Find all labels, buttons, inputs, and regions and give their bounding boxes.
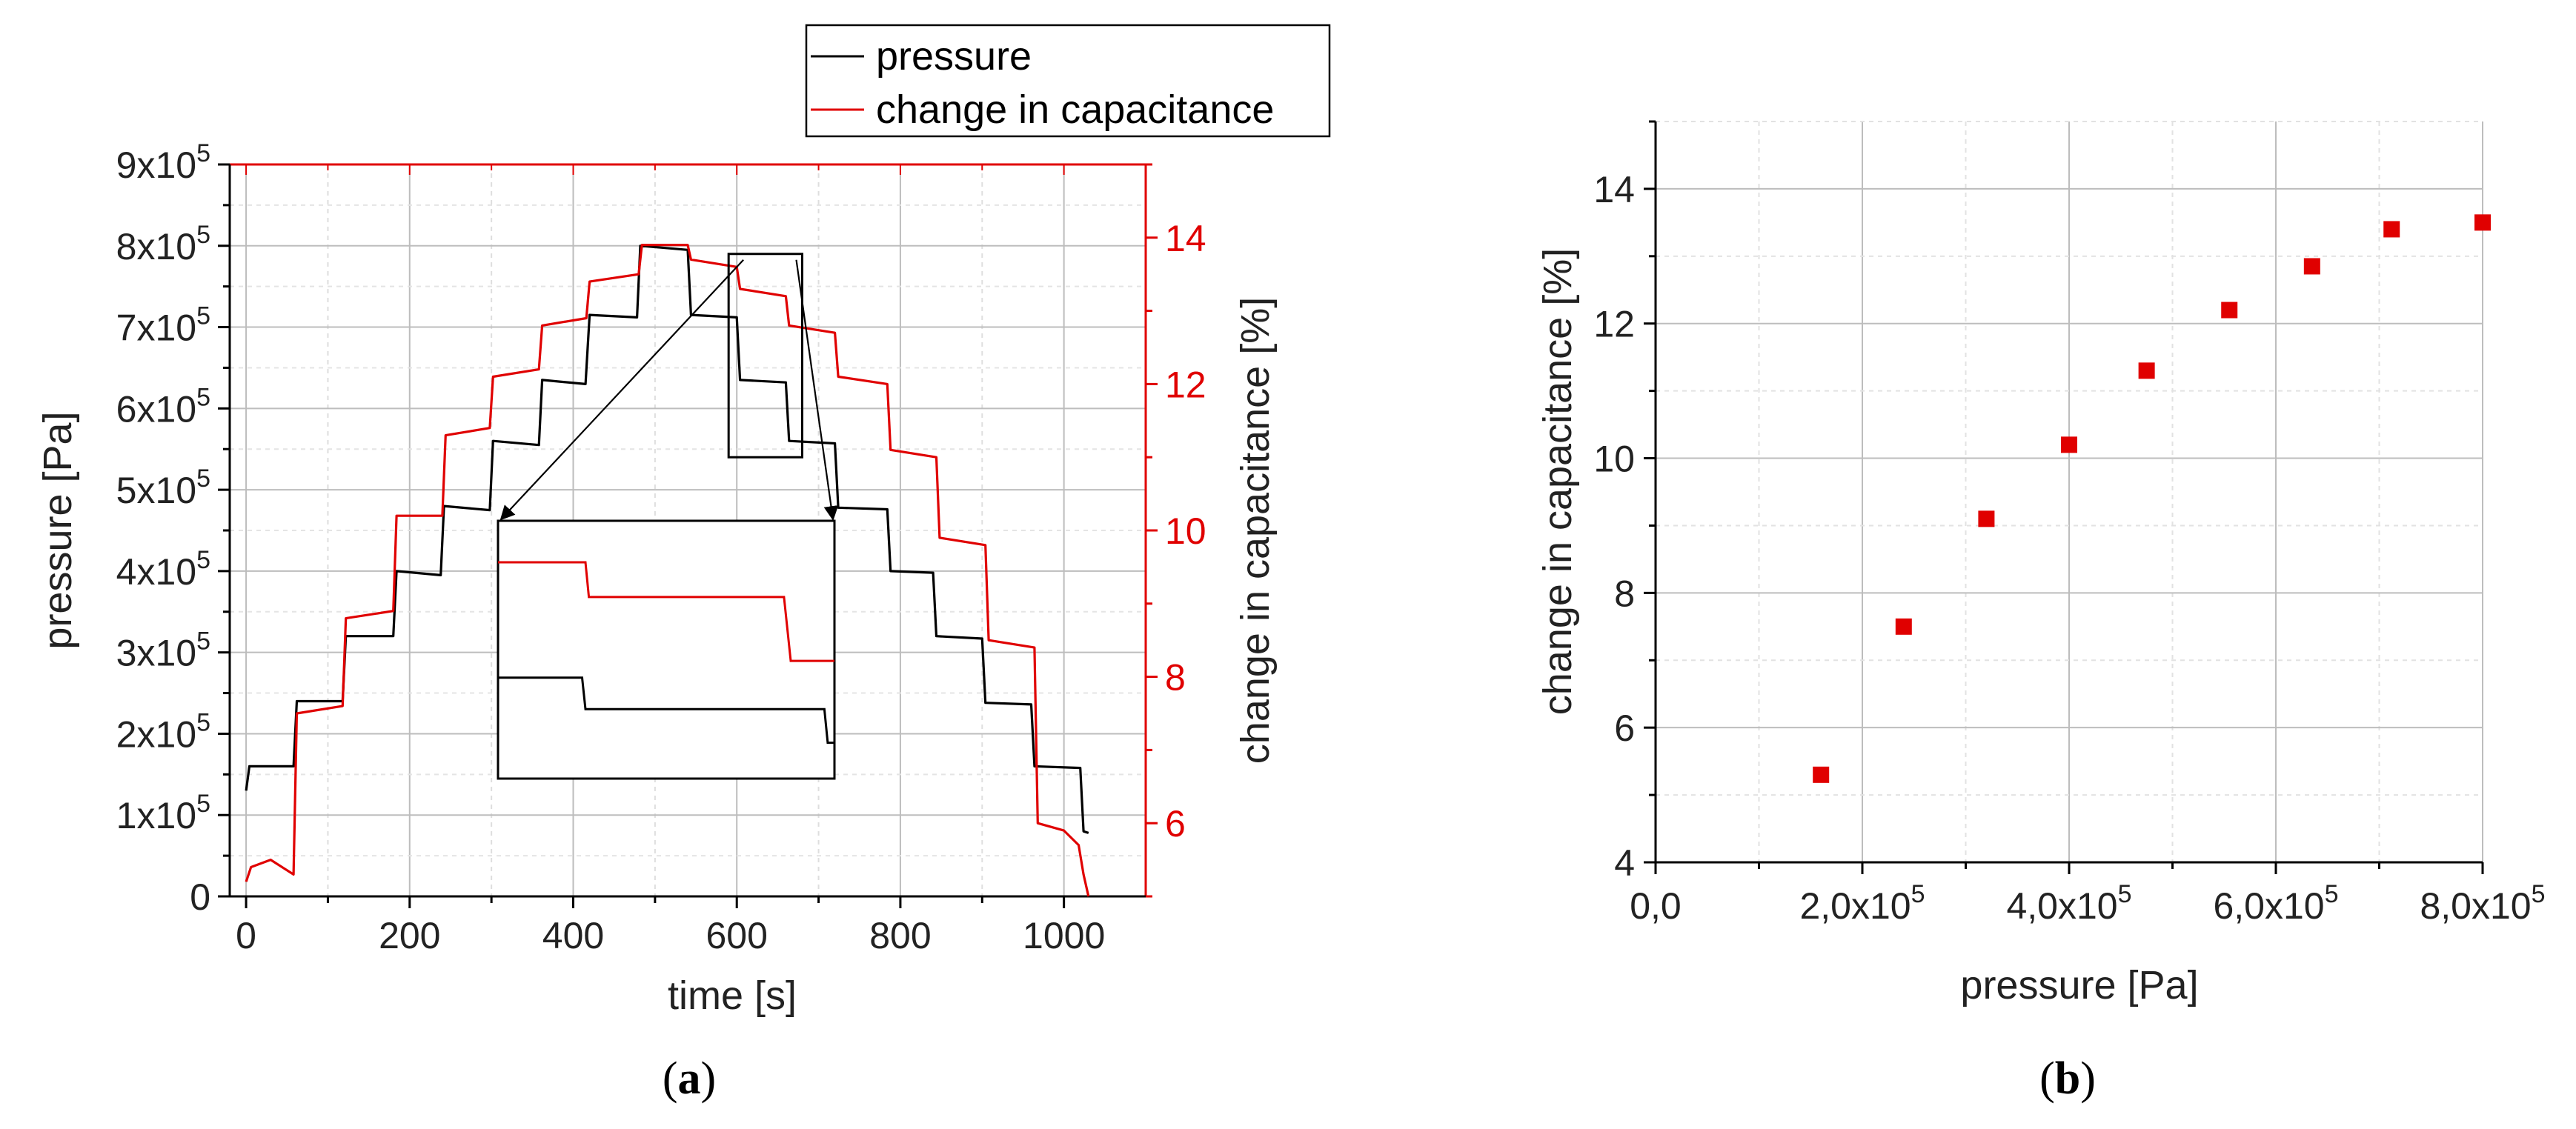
panel-a-y-left-tick-label: 4x105 — [116, 546, 210, 593]
legend: pressure change in capacitance — [805, 24, 1331, 138]
data-point — [2138, 362, 2155, 379]
zoom-arrow-left — [499, 259, 744, 521]
data-point — [1978, 510, 1995, 527]
panel-b-y-tick-label: 4 — [1614, 842, 1635, 884]
panel-a-chart: 0 200 400 600 800 100001x1052x1053x1054x1055x… — [36, 24, 1331, 1104]
panel-b-x-tick-label-exponent: 5 — [1911, 880, 1925, 908]
panel-a-y-left-tick-label: 1x105 — [116, 790, 210, 836]
panel-a-y-left-tick-label-mantissa: 8x10 — [116, 226, 196, 267]
panel-b-x-tick-label-exponent: 5 — [2118, 880, 2132, 908]
panel-a-x-tick-label: 1000 — [1023, 915, 1105, 956]
panel-b-x-axis-label: pressure [Pa] — [1960, 963, 2198, 1008]
panel-a-y-left-tick-label-mantissa: 2x10 — [116, 713, 196, 755]
panel-a-y-left-tick-label-exponent: 5 — [196, 790, 210, 818]
legend-capacitance-label: change in capacitance — [876, 87, 1274, 132]
data-point — [2303, 258, 2320, 275]
panel-b-y-tick-label: 6 — [1614, 707, 1635, 749]
panel-b-chart: 0,0 2,0x105 4,0x105 6,0x105 8,0x105468101214… — [1536, 120, 2546, 1104]
panel-a-y-axis-label-left: pressure [Pa] — [36, 411, 80, 649]
panel-a-y-left-tick-label-exponent: 5 — [196, 464, 210, 493]
panel-a-y-left-tick-label: 6x105 — [116, 383, 210, 430]
panel-b-y-tick-label: 14 — [1593, 169, 1635, 210]
panel-a-y-right-tick-label: 6 — [1165, 803, 1186, 845]
panel-a-x-tick-label: 600 — [706, 915, 767, 956]
data-point — [2061, 436, 2077, 453]
panel-a-x-tick-label: 400 — [542, 915, 604, 956]
panel-a-y-axis-label-right: change in capacitance [%] — [1233, 297, 1278, 764]
panel-a-x-tick-label: 800 — [869, 915, 931, 956]
panel-a-y-left-tick-label-exponent: 5 — [196, 708, 210, 736]
zoom-arrow-right — [795, 259, 839, 521]
data-point — [2474, 214, 2491, 231]
panel-b-y-tick-label: 8 — [1614, 573, 1635, 614]
panel-b-x-tick-label-exponent: 5 — [2325, 880, 2339, 908]
panel-a-y-right-tick-label: 10 — [1165, 510, 1206, 552]
panel-b-caption-letter: b — [2055, 1053, 2080, 1104]
panel-a-y-left-tick-label: 7x105 — [116, 302, 210, 349]
panel-a-y-left-tick-label: 0 — [190, 876, 210, 918]
zoom-inset-box — [497, 519, 836, 780]
panel-b-x-tick-label-mantissa: 0,0 — [1630, 885, 1682, 927]
panel-b-x-tick-label-mantissa: 2,0x10 — [1799, 885, 1911, 927]
panel-b-x-tick-label-mantissa: 4,0x10 — [2006, 885, 2117, 927]
panel-a-y-left-tick-label-exponent: 5 — [196, 627, 210, 656]
panel-a-caption: (a) — [663, 1053, 716, 1104]
zoom-source-box — [727, 253, 804, 459]
panel-a-y-left-tick-label-mantissa: 1x10 — [116, 795, 196, 836]
panel-a-ticks: 0 200 400 600 800 100001x1052x1053x1054x1055x… — [116, 139, 1206, 956]
panel-b-y-axis-label: change in capacitance [%] — [1536, 248, 1580, 715]
panel-b-points — [1813, 214, 2491, 783]
panel-a-y-left-tick-label-mantissa: 6x10 — [116, 388, 196, 430]
panel-a-y-left-tick-label: 8x105 — [116, 221, 210, 267]
data-point — [1813, 766, 1830, 783]
panel-a-y-left-tick-label-exponent: 5 — [196, 221, 210, 249]
panel-b-x-tick-label: 2,0x105 — [1799, 880, 1925, 927]
legend-pressure-label: pressure — [876, 34, 1032, 79]
data-point — [2383, 221, 2400, 238]
panel-b-x-tick-label: 4,0x105 — [2006, 880, 2131, 927]
panel-b-x-tick-label-mantissa: 6,0x10 — [2213, 885, 2324, 927]
panel-a-y-left-tick-label-exponent: 5 — [196, 383, 210, 411]
panel-a-y-left-tick-label-mantissa: 0 — [190, 876, 210, 918]
panel-b-x-tick-label: 8,0x105 — [2420, 880, 2545, 927]
panel-a-zoom — [497, 253, 839, 780]
panel-a-y-left-tick-label-exponent: 5 — [196, 546, 210, 574]
zoom-inset-pressure-line — [498, 676, 834, 745]
panel-a-x-axis-label: time [s] — [668, 973, 797, 1018]
panel-a-y-right-tick-label: 8 — [1165, 657, 1186, 699]
panel-a-y-left-tick-label: 9x105 — [116, 139, 210, 186]
panel-a-y-left-tick-label-mantissa: 3x10 — [116, 633, 196, 674]
panel-b-y-tick-label: 10 — [1593, 439, 1635, 480]
panel-a-y-left-tick-label-mantissa: 9x10 — [116, 144, 196, 186]
panel-b-caption: (b) — [2039, 1053, 2096, 1104]
panel-a-y-left-tick-label-mantissa: 5x10 — [116, 470, 196, 511]
panel-a-x-tick-label: 0 — [236, 915, 256, 956]
panel-a-y-left-tick-label: 2x105 — [116, 708, 210, 755]
zoom-inset-capacitance-line — [498, 561, 834, 662]
panel-b-y-tick-label: 12 — [1593, 304, 1635, 345]
panel-b-x-tick-label-mantissa: 8,0x10 — [2420, 885, 2531, 927]
panel-a-series — [245, 244, 1090, 897]
panel-a-y-left-tick-label: 3x105 — [116, 627, 210, 674]
panel-a-y-left-tick-label-mantissa: 4x10 — [116, 551, 196, 593]
panel-b-x-tick-label-exponent: 5 — [2532, 880, 2546, 908]
panel-a-y-right-tick-label: 14 — [1165, 218, 1206, 259]
panel-a-y-left-tick-label: 5x105 — [116, 464, 210, 511]
panel-b-x-tick-label: 6,0x105 — [2213, 880, 2338, 927]
panel-a-x-tick-label: 200 — [379, 915, 440, 956]
data-point — [2221, 302, 2238, 319]
capacitance-series-line — [245, 244, 1090, 897]
panel-b-grid — [1656, 121, 2483, 862]
panel-a-y-left-tick-label-exponent: 5 — [196, 302, 210, 330]
legend-box — [805, 24, 1331, 138]
panel-a-y-left-tick-label-exponent: 5 — [196, 139, 210, 167]
panel-b-x-tick-label: 0,0 — [1630, 885, 1682, 927]
panel-a-caption-letter: a — [678, 1053, 701, 1104]
panel-a-y-left-tick-label-mantissa: 7x10 — [116, 307, 196, 349]
data-point — [1895, 618, 1912, 635]
panel-a-y-right-tick-label: 12 — [1165, 364, 1206, 405]
